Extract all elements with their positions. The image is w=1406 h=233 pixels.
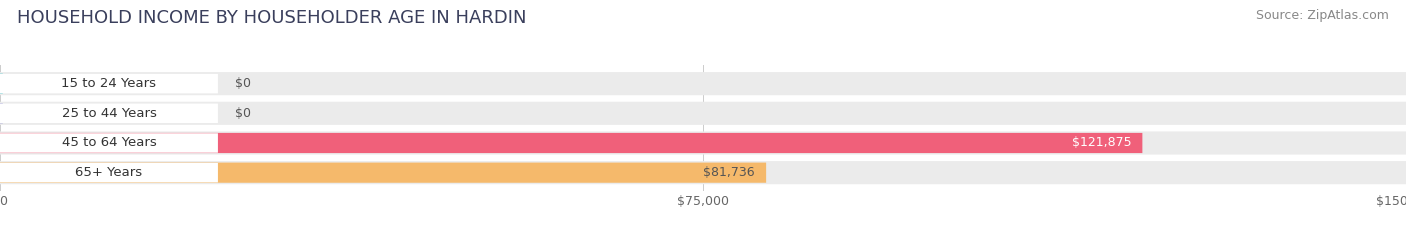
Text: $81,736: $81,736 bbox=[703, 166, 755, 179]
FancyBboxPatch shape bbox=[0, 163, 218, 182]
FancyBboxPatch shape bbox=[0, 72, 1406, 95]
Text: HOUSEHOLD INCOME BY HOUSEHOLDER AGE IN HARDIN: HOUSEHOLD INCOME BY HOUSEHOLDER AGE IN H… bbox=[17, 9, 526, 27]
Text: 25 to 44 Years: 25 to 44 Years bbox=[62, 107, 156, 120]
Text: 65+ Years: 65+ Years bbox=[76, 166, 142, 179]
FancyBboxPatch shape bbox=[0, 74, 3, 94]
FancyBboxPatch shape bbox=[0, 102, 1406, 125]
Text: $121,875: $121,875 bbox=[1071, 137, 1130, 150]
FancyBboxPatch shape bbox=[0, 133, 218, 153]
Text: Source: ZipAtlas.com: Source: ZipAtlas.com bbox=[1256, 9, 1389, 22]
FancyBboxPatch shape bbox=[0, 104, 218, 123]
FancyBboxPatch shape bbox=[0, 163, 766, 183]
Text: 45 to 64 Years: 45 to 64 Years bbox=[62, 137, 156, 150]
FancyBboxPatch shape bbox=[0, 131, 1406, 154]
FancyBboxPatch shape bbox=[0, 161, 1406, 184]
FancyBboxPatch shape bbox=[0, 133, 1142, 153]
FancyBboxPatch shape bbox=[0, 103, 3, 123]
FancyBboxPatch shape bbox=[0, 74, 218, 93]
Text: $0: $0 bbox=[235, 77, 250, 90]
Text: $0: $0 bbox=[235, 107, 250, 120]
Text: 15 to 24 Years: 15 to 24 Years bbox=[62, 77, 156, 90]
